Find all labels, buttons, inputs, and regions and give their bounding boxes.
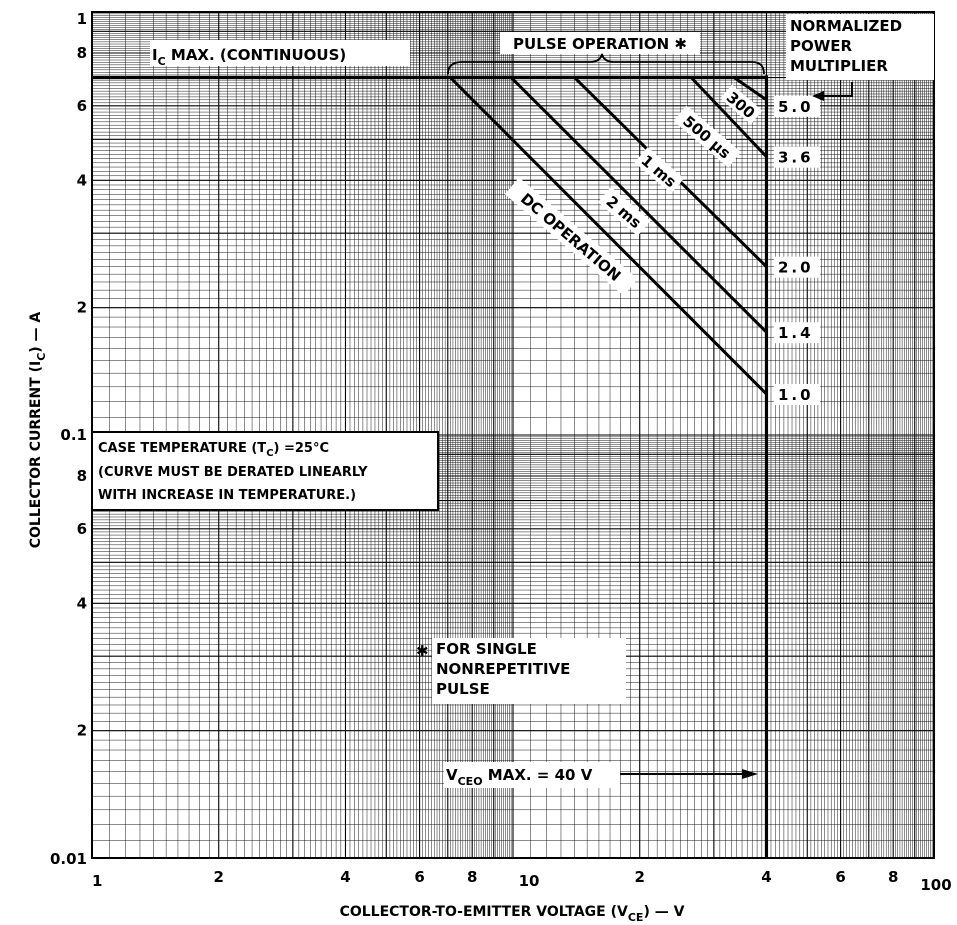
x-tick-label-4: 8 xyxy=(467,868,477,886)
y-tick-label-8: 6 xyxy=(77,97,87,115)
multiplier-heading: NORMALIZED POWER MULTIPLIER xyxy=(786,14,934,80)
multiplier-arrowhead xyxy=(812,91,824,101)
multiplier-bg-4 xyxy=(774,95,820,117)
case-temperature-note: CASE TEMPERATURE (TC) =25°C (CURVE MUST … xyxy=(91,431,439,511)
y-tick-label-10: 1 xyxy=(77,10,87,28)
x-tick-label-5: 10 xyxy=(519,872,540,890)
y-tick-label-5: 0.1 xyxy=(60,426,87,444)
x-tick-label-9: 8 xyxy=(888,868,898,886)
multiplier-value-3: 3.6 xyxy=(778,149,814,167)
multiplier-bg-0 xyxy=(774,384,820,406)
single-pulse-footnote: ✱ FOR SINGLE NONREPETITIVE PULSE xyxy=(416,638,626,704)
multiplier-value-0: 1.0 xyxy=(778,386,814,404)
series-line-4 xyxy=(733,76,768,102)
y-tick-label-4: 8 xyxy=(77,467,87,485)
svg-text:MULTIPLIER: MULTIPLIER xyxy=(790,57,888,75)
svg-text:NORMALIZED: NORMALIZED xyxy=(790,17,902,35)
series-line-3 xyxy=(690,76,768,158)
x-tick-label-7: 4 xyxy=(761,868,771,886)
multiplier-value-2: 2.0 xyxy=(778,259,814,277)
y-tick-label-7: 4 xyxy=(77,171,87,189)
x-tick-label-10: 100 xyxy=(920,876,951,894)
multiplier-values: 1.0 1.4 2.0 3.6 5.0 xyxy=(774,95,820,406)
multiplier-value-4: 5.0 xyxy=(778,98,814,116)
svg-text:PULSE OPERATION ✱: PULSE OPERATION ✱ xyxy=(513,35,687,53)
x-tick-label-6: 2 xyxy=(635,868,645,886)
svg-text:CASE TEMPERATURE (TC) =25°C: CASE TEMPERATURE (TC) =25°C xyxy=(98,441,329,459)
pulse-operation-bracket: PULSE OPERATION ✱ xyxy=(447,32,765,75)
x-axis-title: COLLECTOR-TO-EMITTER VOLTAGE (VCE) — V xyxy=(340,904,685,924)
y-tick-label-2: 4 xyxy=(77,594,87,612)
x-tick-label-8: 6 xyxy=(835,868,845,886)
multiplier-bg-3 xyxy=(774,146,820,168)
x-tick-label-0: 1 xyxy=(92,872,102,890)
series-line-0 xyxy=(449,76,768,396)
svg-text:(CURVE MUST BE DERATED LINEARL: (CURVE MUST BE DERATED LINEARLY xyxy=(98,465,368,480)
svg-text:PULSE: PULSE xyxy=(436,680,490,698)
svg-text:WITH INCREASE IN TEMPERATURE.): WITH INCREASE IN TEMPERATURE.) xyxy=(98,488,356,503)
y-tick-label-1: 2 xyxy=(77,722,87,740)
multiplier-arrow xyxy=(822,82,853,97)
multiplier-bg-1 xyxy=(774,322,820,344)
svg-text:IC MAX. (CONTINUOUS): IC MAX. (CONTINUOUS) xyxy=(152,46,346,68)
y-tick-label-9: 8 xyxy=(77,44,87,62)
y-tick-label-0: 0.01 xyxy=(50,850,87,868)
svg-text:FOR SINGLE: FOR SINGLE xyxy=(436,640,537,658)
multiplier-bg-2 xyxy=(774,256,820,278)
svg-text:NONREPETITIVE: NONREPETITIVE xyxy=(436,660,570,678)
y-tick-label-3: 6 xyxy=(77,520,87,538)
x-tick-label-3: 6 xyxy=(414,868,424,886)
y-axis-title: COLLECTOR CURRENT (IC) — A xyxy=(28,312,48,549)
vceo-max-label: VCEO MAX. = 40 V xyxy=(444,762,758,788)
tick-labels: 1 2 4 6 8 10 2 4 6 8 100 0.01 2 4 6 8 0.1 2 4 6 8 1 xyxy=(50,10,952,894)
svg-text:VCEO MAX. = 40 V: VCEO MAX. = 40 V xyxy=(446,766,593,788)
y-tick-label-6: 2 xyxy=(77,299,87,317)
svg-text:✱: ✱ xyxy=(416,642,429,660)
x-tick-label-1: 2 xyxy=(214,868,224,886)
multiplier-value-1: 1.4 xyxy=(778,324,814,342)
x-tick-label-2: 4 xyxy=(340,868,350,886)
svg-text:POWER: POWER xyxy=(790,37,853,55)
series-lines xyxy=(92,75,769,858)
ic-max-label: IC MAX. (CONTINUOUS) xyxy=(150,40,410,68)
series-line-1 xyxy=(510,76,768,334)
